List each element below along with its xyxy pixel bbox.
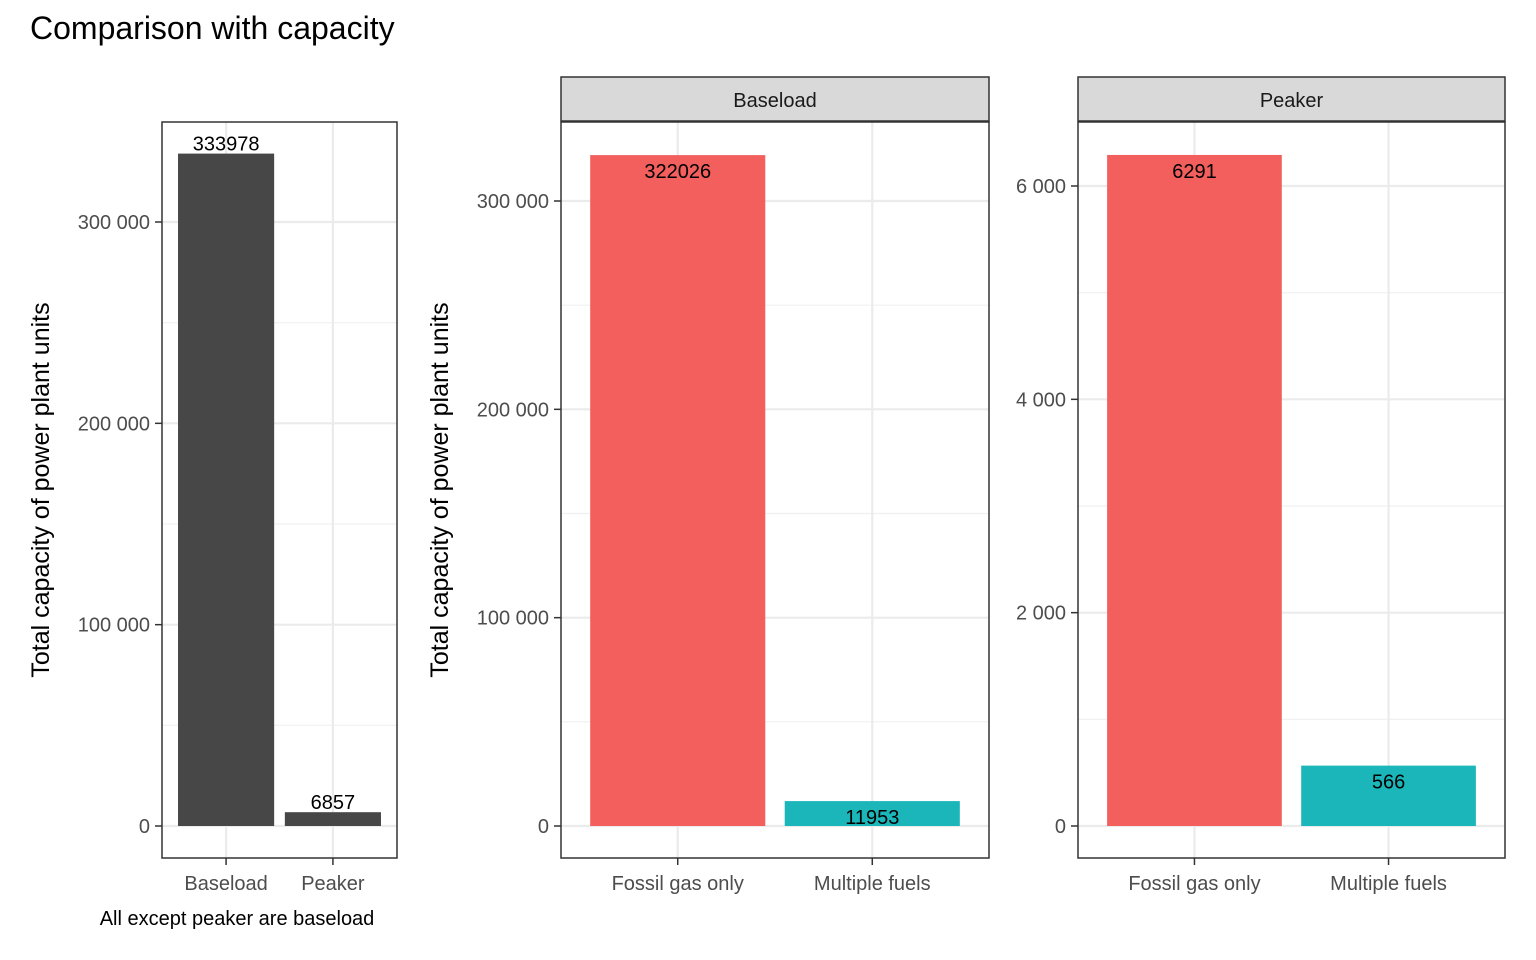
- data-label: 322026: [644, 161, 711, 183]
- chart-title: Comparison with capacity: [30, 10, 395, 46]
- x-tick-label: Fossil gas only: [1128, 873, 1260, 895]
- panel-border: [161, 121, 398, 859]
- facet-strip-label: Baseload: [733, 90, 816, 112]
- data-label: 333978: [193, 134, 260, 156]
- bar: [1301, 765, 1476, 826]
- left-panel: 0 100 000 200 000 300 000 333978 6857 Baseload…: [78, 121, 398, 895]
- data-label: 6291: [1172, 161, 1217, 183]
- y-tick-label: 200 000: [477, 399, 549, 421]
- data-label: 6857: [311, 792, 356, 814]
- y-tick-label: 0: [139, 816, 150, 838]
- x-axis-caption: All except peaker are baseload: [100, 908, 375, 930]
- x-tick-label: Peaker: [301, 873, 365, 895]
- facet-strip-label: Peaker: [1260, 90, 1324, 112]
- facet-panel-baseload: 0 100 000 200 000 300 000 322026 11953 Fossil …: [477, 121, 990, 895]
- y-tick-label: 0: [1055, 816, 1066, 838]
- y-tick-label: 300 000: [477, 191, 549, 213]
- bar: [784, 801, 960, 826]
- facet-panel-peaker: 0 2 000 4 000 6 000 6291 566 Fossil gas only Mu…: [1016, 121, 1506, 895]
- y-tick-label: 200 000: [78, 413, 150, 435]
- facet-strip: [560, 76, 990, 122]
- y-tick-label: 0: [538, 816, 549, 838]
- data-label: 566: [1372, 772, 1405, 794]
- y-axis-title: Total capacity of power plant units: [426, 302, 454, 677]
- bar: [1107, 154, 1282, 826]
- y-tick-label: 6 000: [1016, 176, 1066, 198]
- y-tick-label: 100 000: [477, 608, 549, 630]
- x-tick-label: Fossil gas only: [612, 873, 744, 895]
- x-tick-label: Baseload: [184, 873, 267, 895]
- y-tick-label: 300 000: [78, 212, 150, 234]
- plots-layer: 0 100 000 200 000 300 000 333978 6857 Baseload…: [27, 76, 1506, 930]
- y-tick-label: 4 000: [1016, 389, 1066, 411]
- x-tick-label: Multiple fuels: [814, 873, 931, 895]
- y-axis-title: Total capacity of power plant units: [27, 302, 55, 677]
- x-tick-label: Multiple fuels: [1330, 873, 1447, 895]
- data-label: 11953: [845, 807, 899, 829]
- bar: [590, 155, 766, 827]
- y-tick-label: 100 000: [78, 615, 150, 637]
- y-tick-label: 2 000: [1016, 603, 1066, 625]
- panel-border: [1077, 121, 1506, 859]
- panel-border: [560, 121, 990, 859]
- facet-strip: [1077, 76, 1506, 122]
- bar: [178, 153, 275, 827]
- bar: [284, 812, 381, 826]
